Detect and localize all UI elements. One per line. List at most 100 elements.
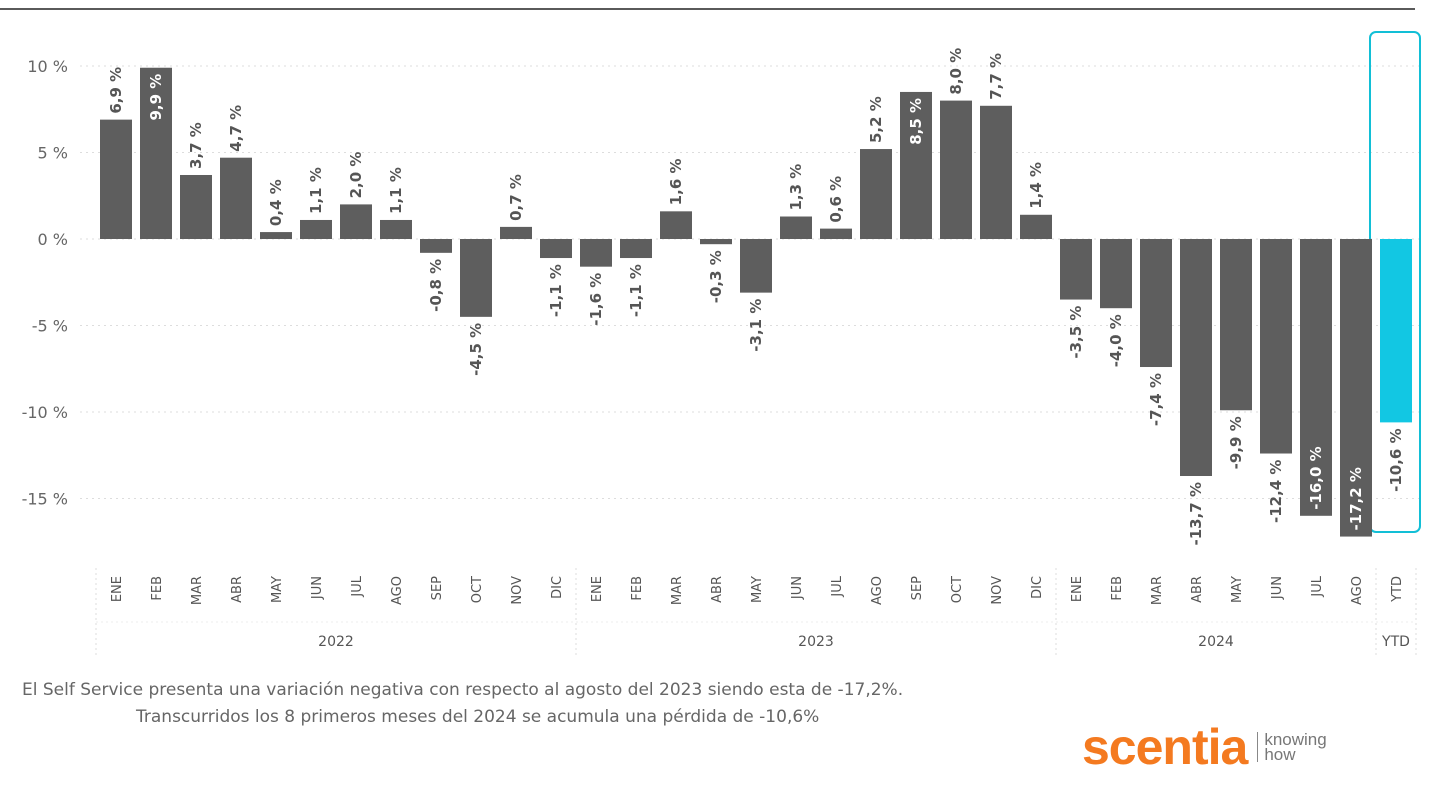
bar-2022-NOV — [500, 226, 532, 239]
bar-2023-JUN — [780, 216, 812, 239]
bar-2022-ENE — [100, 119, 132, 239]
data-label: -7,4 % — [1147, 373, 1165, 426]
logo-tagline: knowing how — [1264, 730, 1327, 764]
bar-2022-ABR — [220, 157, 252, 239]
data-label: 2,0 % — [347, 152, 365, 199]
bar-2024-JUN — [1260, 239, 1292, 454]
y-tick-label: 5 % — [38, 144, 68, 163]
data-label: -3,5 % — [1067, 306, 1085, 359]
year-label: YTD — [1381, 634, 1410, 650]
data-label: 0,4 % — [267, 179, 285, 226]
data-label: -1,1 % — [547, 264, 565, 317]
x-tick-label: ABR — [1190, 576, 1205, 603]
bar-2023-OCT — [940, 100, 972, 239]
data-label: -1,1 % — [627, 264, 645, 317]
x-tick-label: DIC — [550, 576, 565, 599]
x-tick-label: OCT — [950, 576, 965, 603]
bar-2024-JUL — [1300, 239, 1332, 516]
x-tick-label: AGO — [1350, 576, 1365, 605]
data-label: 1,4 % — [1027, 162, 1045, 209]
data-label: -4,5 % — [467, 323, 485, 376]
bar-2023-MAY — [740, 239, 772, 293]
x-tick-label: DIC — [1030, 576, 1045, 599]
data-label: 9,9 % — [147, 74, 165, 121]
x-tick-label: ABR — [230, 576, 245, 603]
bar-2022-DIC — [540, 239, 572, 259]
bar-2023-JUL — [820, 228, 852, 239]
y-tick-label: -5 % — [32, 317, 68, 336]
data-label: 1,1 % — [387, 167, 405, 214]
bar-2023-AGO — [860, 149, 892, 239]
x-tick-label: ENE — [590, 576, 605, 602]
bar-2023-NOV — [980, 105, 1012, 239]
x-tick-label: YTD — [1390, 576, 1405, 603]
bar-2022-JUL — [340, 204, 372, 239]
y-tick-label: 0 % — [38, 230, 68, 249]
logo-divider — [1257, 732, 1259, 762]
x-tick-label: MAY — [1230, 576, 1245, 603]
x-tick-label: SEP — [430, 576, 445, 600]
x-tick-label: JUL — [350, 575, 365, 597]
x-tick-label: JUL — [1310, 575, 1325, 597]
data-label: 7,7 % — [987, 53, 1005, 100]
x-tick-label: FEB — [630, 576, 645, 601]
scentia-logo: scentia knowing how — [1082, 722, 1344, 772]
data-label: 5,2 % — [867, 96, 885, 143]
top-rule — [0, 8, 1415, 10]
x-tick-label: JUN — [1270, 576, 1285, 600]
x-tick-label: ABR — [710, 576, 725, 603]
x-tick-label: MAR — [1150, 576, 1165, 605]
data-label: -16,0 % — [1307, 446, 1325, 510]
bar-YTD-YTD — [1380, 239, 1412, 423]
bar-2022-JUN — [300, 219, 332, 239]
bar-2023-SEP — [900, 91, 932, 239]
year-label: 2023 — [798, 634, 834, 650]
x-tick-label: NOV — [990, 576, 1005, 605]
data-label: 8,5 % — [907, 98, 925, 145]
x-tick-label: MAR — [670, 576, 685, 605]
data-label: -0,3 % — [707, 250, 725, 303]
data-label: -17,2 % — [1347, 467, 1365, 531]
bar-2023-ABR — [700, 239, 732, 245]
x-tick-label: OCT — [470, 576, 485, 603]
x-tick-label: MAR — [190, 576, 205, 605]
bar-2024-ENE — [1060, 239, 1092, 300]
data-label: 1,1 % — [307, 167, 325, 214]
y-tick-label: 10 % — [27, 57, 68, 76]
data-label: -13,7 % — [1187, 482, 1205, 546]
bar-2023-MAR — [660, 211, 692, 239]
x-tick-label: JUN — [310, 576, 325, 600]
bar-2022-FEB — [140, 67, 172, 239]
bar-chart: 10 % 5 % 0 % -5 % -10 % -15 % 6,9 % ENE 9,9 % FEB… — [22, 31, 1421, 655]
data-label: 4,7 % — [227, 105, 245, 152]
bar-2022-MAR — [180, 174, 212, 239]
x-tick-label: ENE — [1070, 576, 1085, 602]
bar-2024-MAY — [1220, 239, 1252, 411]
x-tick-label: AGO — [870, 576, 885, 605]
bar-2022-AGO — [380, 219, 412, 239]
data-label: -3,1 % — [747, 299, 765, 352]
bar-2023-FEB — [620, 239, 652, 259]
data-label: 0,7 % — [507, 174, 525, 221]
caption-line-2: Transcurridos los 8 primeros meses del 2… — [136, 707, 820, 727]
bar-2022-SEP — [420, 239, 452, 253]
bar-2024-ABR — [1180, 239, 1212, 477]
y-tick-label: -10 % — [22, 403, 68, 422]
x-tick-label: AGO — [390, 576, 405, 605]
x-tick-label: SEP — [910, 576, 925, 600]
bar-2022-OCT — [460, 239, 492, 317]
data-label: -0,8 % — [427, 259, 445, 312]
x-tick-label: JUN — [790, 576, 805, 600]
data-label: 6,9 % — [107, 67, 125, 114]
caption-line-1: El Self Service presenta una variación n… — [22, 680, 904, 700]
bar-2023-DIC — [1020, 214, 1052, 239]
data-label: 3,7 % — [187, 122, 205, 169]
x-tick-label: MAY — [750, 576, 765, 603]
bar-2024-MAR — [1140, 239, 1172, 368]
data-label: -10,6 % — [1387, 428, 1405, 492]
x-tick-label: FEB — [1110, 576, 1125, 601]
x-tick-label: ENE — [110, 576, 125, 602]
bar-2022-MAY — [260, 232, 292, 239]
bar-2024-FEB — [1100, 239, 1132, 309]
x-tick-label: MAY — [270, 576, 285, 603]
